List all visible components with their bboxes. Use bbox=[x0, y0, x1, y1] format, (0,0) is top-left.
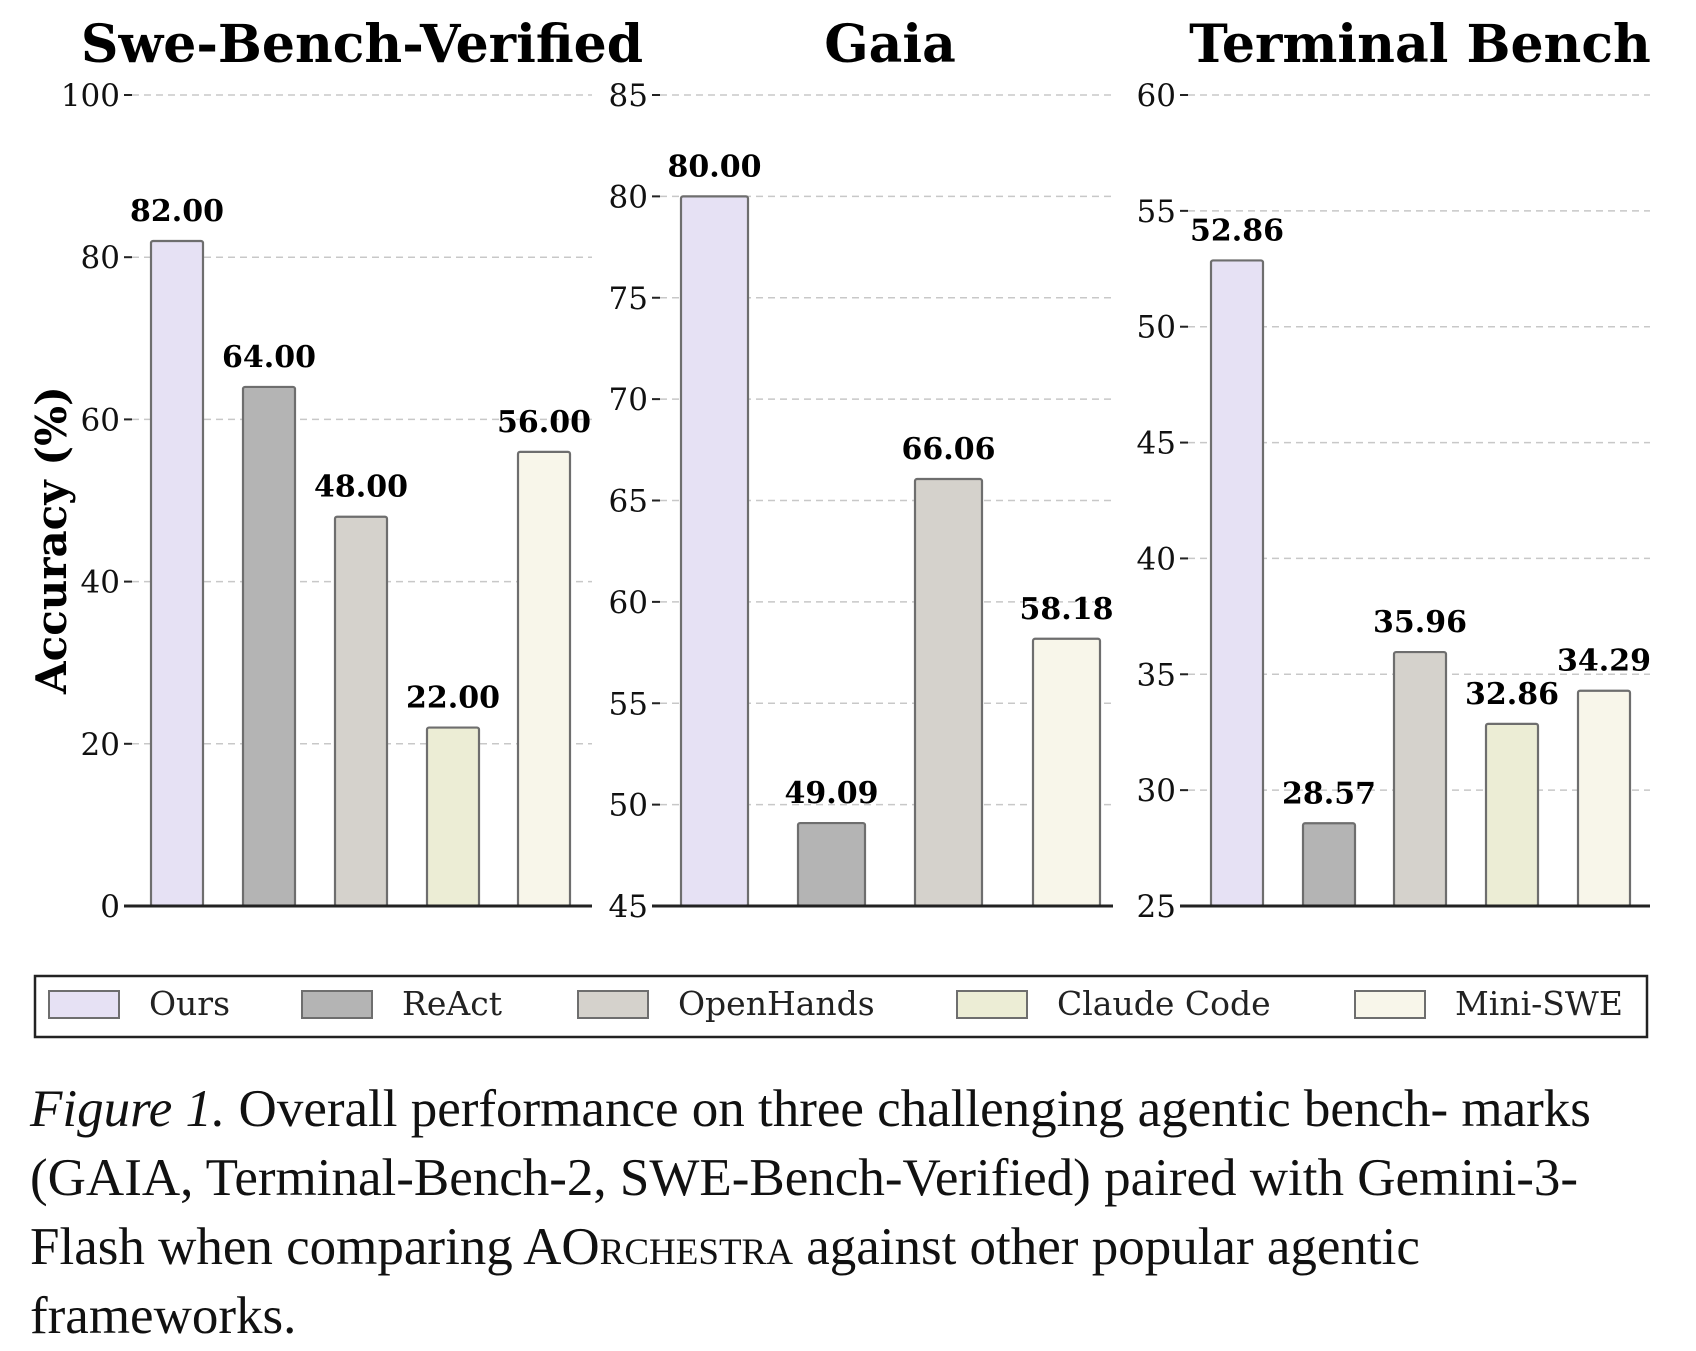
bar-value-label: 52.86 bbox=[1190, 213, 1284, 248]
bar-react bbox=[796, 821, 867, 908]
bar-mini-swe bbox=[1031, 637, 1102, 908]
caption-smallcaps: Orchestra bbox=[561, 1218, 793, 1276]
bar-openhands bbox=[913, 477, 984, 908]
y-tick-label: 40 bbox=[81, 565, 120, 601]
bar-value-label: 82.00 bbox=[130, 194, 224, 229]
y-axis-label: Accuracy (%) bbox=[27, 386, 76, 695]
bar-value-label: 64.00 bbox=[222, 340, 316, 375]
bar-value-label: 66.06 bbox=[902, 432, 996, 467]
y-tick-label: 80 bbox=[81, 240, 120, 276]
y-tick-label: 65 bbox=[609, 484, 648, 520]
bar-value-label: 22.00 bbox=[406, 681, 500, 716]
bar-value-label: 48.00 bbox=[314, 470, 408, 505]
bar-value-label: 56.00 bbox=[497, 405, 591, 440]
bar-claude-code bbox=[425, 726, 481, 908]
y-tick-label: 85 bbox=[609, 78, 648, 114]
legend-swatch bbox=[577, 990, 649, 1019]
y-tick-label: 0 bbox=[100, 889, 120, 925]
bar-value-label: 35.96 bbox=[1373, 605, 1467, 640]
y-tick-label: 25 bbox=[1137, 889, 1176, 925]
legend-label: ReAct bbox=[402, 984, 502, 1023]
caption-text: Overall performance on three challenging… bbox=[30, 1080, 1591, 1276]
y-tick-label: 40 bbox=[1137, 541, 1176, 577]
chart-title: Gaia bbox=[824, 14, 956, 75]
legend-swatch bbox=[301, 990, 373, 1019]
bar-value-label: 80.00 bbox=[668, 149, 762, 184]
panel-swe-bench-verified: Swe-Bench-Verified 0 20 40 60 80 100 82.00 64.00… bbox=[61, 14, 643, 925]
bar-value-label: 32.86 bbox=[1465, 677, 1559, 712]
legend-swatch bbox=[1354, 990, 1426, 1019]
bar-value-label: 49.09 bbox=[785, 776, 879, 811]
legend-label: OpenHands bbox=[678, 984, 875, 1023]
panel-terminal-bench: Terminal Bench 25 30 35 40 45 50 55 60 52.86 28.57… bbox=[1137, 14, 1651, 925]
y-tick-label: 55 bbox=[609, 686, 648, 722]
legend-label: Ours bbox=[149, 984, 230, 1023]
chart-title: Swe-Bench-Verified bbox=[81, 14, 643, 75]
bar-ours bbox=[679, 195, 750, 908]
bar-openhands bbox=[1392, 650, 1448, 908]
bar-ours bbox=[1209, 259, 1265, 908]
y-tick-label: 50 bbox=[1137, 310, 1176, 346]
bar-claude-code bbox=[1484, 722, 1540, 908]
y-tick-label: 60 bbox=[81, 402, 120, 438]
y-tick-label: 80 bbox=[609, 179, 648, 215]
bar-ours bbox=[149, 239, 205, 908]
chart-title: Terminal Bench bbox=[1189, 14, 1651, 75]
y-tick-label: 60 bbox=[609, 585, 648, 621]
legend-swatch bbox=[956, 990, 1028, 1019]
bar-react bbox=[1301, 822, 1357, 908]
y-tick-label: 35 bbox=[1137, 657, 1176, 693]
y-tick-label: 20 bbox=[81, 727, 120, 763]
legend-label: Mini-SWE bbox=[1455, 984, 1623, 1023]
bar-value-label: 28.57 bbox=[1282, 776, 1376, 811]
y-tick-label: 75 bbox=[609, 281, 648, 317]
legend-swatch bbox=[48, 990, 120, 1019]
bar-mini-swe bbox=[516, 450, 572, 908]
bar-mini-swe bbox=[1576, 689, 1632, 908]
y-tick-label: 45 bbox=[609, 889, 648, 925]
panel-gaia: Gaia 45 50 55 60 65 70 75 80 85 80.00 49.09 66.06 58.… bbox=[609, 14, 1114, 925]
y-tick-label: 45 bbox=[1137, 426, 1176, 462]
caption-label: Figure 1. bbox=[30, 1080, 226, 1138]
y-tick-label: 30 bbox=[1137, 773, 1176, 809]
legend: Ours ReAct OpenHands Claude Code Mini-SWE bbox=[33, 974, 1649, 1039]
y-tick-label: 60 bbox=[1137, 78, 1176, 114]
legend-label: Claude Code bbox=[1057, 984, 1271, 1023]
y-tick-label: 50 bbox=[609, 788, 648, 824]
y-tick-label: 55 bbox=[1137, 194, 1176, 230]
figure-caption: Figure 1. Overall performance on three c… bbox=[30, 1075, 1670, 1351]
bar-openhands bbox=[333, 515, 389, 908]
y-tick-label: 100 bbox=[61, 78, 120, 114]
bar-value-label: 58.18 bbox=[1020, 592, 1114, 627]
bar-value-label: 34.29 bbox=[1557, 644, 1651, 679]
y-tick-label: 70 bbox=[609, 382, 648, 418]
caption-text-end: against other popular agentic frameworks… bbox=[30, 1218, 1420, 1345]
bar-react bbox=[241, 385, 297, 908]
